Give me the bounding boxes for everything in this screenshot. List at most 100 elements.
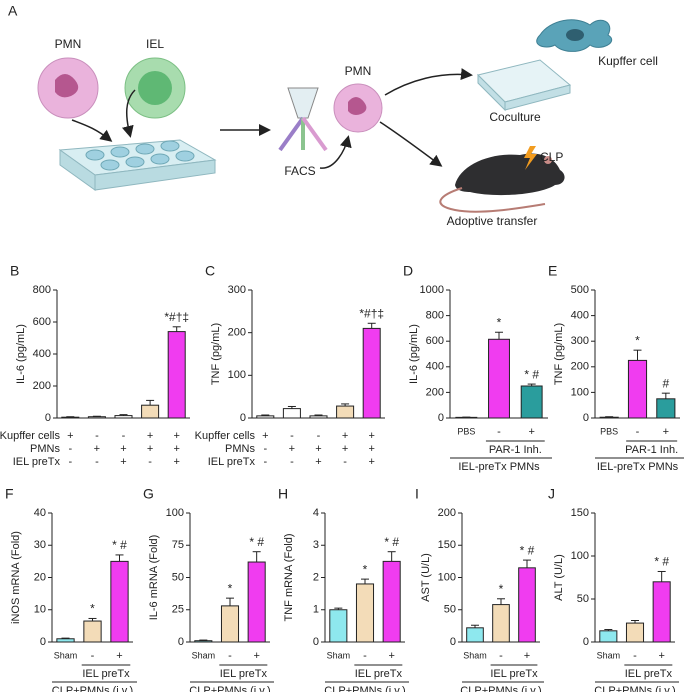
row-label: PMNs bbox=[30, 443, 60, 455]
pmn-nucleus bbox=[55, 74, 79, 98]
row-mark: + bbox=[173, 430, 179, 442]
row-mark: + bbox=[315, 443, 321, 455]
panel-letter: C bbox=[205, 263, 215, 279]
arrow bbox=[384, 68, 473, 96]
y-tick-label: 20 bbox=[34, 571, 46, 583]
significance: * # bbox=[524, 367, 539, 381]
mouse-tail bbox=[439, 187, 546, 213]
row-mark: - bbox=[148, 456, 152, 468]
arrow bbox=[121, 89, 136, 138]
significance: * bbox=[497, 315, 502, 329]
label: PMN bbox=[55, 37, 82, 51]
bar bbox=[61, 416, 80, 419]
facs-stream bbox=[278, 116, 305, 152]
x-tick-label: + bbox=[388, 650, 394, 662]
significance: * # bbox=[520, 543, 535, 557]
iel-nucleus bbox=[138, 71, 172, 105]
x-tick-label: - bbox=[228, 650, 232, 662]
y-axis-label: TNF mRNA (Fold) bbox=[283, 534, 295, 622]
row-label: IEL preTx bbox=[13, 456, 61, 468]
y-tick-label: 50 bbox=[172, 571, 184, 583]
row-mark: + bbox=[173, 456, 179, 468]
bar bbox=[625, 622, 645, 643]
wells bbox=[85, 140, 195, 171]
y-tick-label: 1000 bbox=[420, 284, 444, 296]
y-tick-label: 0 bbox=[178, 636, 184, 648]
y-tick-label: 0 bbox=[45, 412, 51, 424]
row-mark: - bbox=[263, 456, 267, 468]
y-tick-label: 200 bbox=[426, 386, 444, 398]
row-mark: - bbox=[68, 456, 72, 468]
significance: * # bbox=[654, 555, 669, 569]
y-tick-label: 0 bbox=[583, 412, 589, 424]
y-tick-label: 200 bbox=[571, 361, 589, 373]
y-axis-label: AST (U/L) bbox=[420, 553, 432, 602]
y-tick-label: 40 bbox=[34, 507, 46, 519]
x-tick-label: - bbox=[636, 426, 640, 438]
kupffer-nucleus bbox=[566, 29, 584, 41]
row-mark: + bbox=[147, 443, 153, 455]
y-tick-label: 300 bbox=[571, 335, 589, 347]
significance: * bbox=[90, 602, 95, 616]
row-mark: - bbox=[317, 430, 321, 442]
plate-side bbox=[477, 73, 571, 112]
x-tick-label: + bbox=[116, 650, 122, 662]
x-tick-label: + bbox=[528, 426, 534, 438]
x-tick-label: + bbox=[663, 426, 669, 438]
significance: # bbox=[662, 376, 669, 390]
row-mark: + bbox=[173, 443, 179, 455]
y-tick-label: 3 bbox=[313, 539, 319, 551]
y-axis-label: TNF (pg/mL) bbox=[553, 323, 565, 385]
label: CLP bbox=[540, 150, 563, 164]
group-label: IEL preTx bbox=[625, 668, 673, 680]
lightning bbox=[524, 146, 537, 170]
bar bbox=[83, 620, 102, 643]
y-axis-label: ALT (U/L) bbox=[553, 554, 565, 601]
label: FACS bbox=[284, 164, 315, 178]
row-mark: - bbox=[290, 430, 294, 442]
group-label: IEL preTx bbox=[490, 668, 538, 680]
y-tick-label: 0 bbox=[40, 636, 46, 648]
y-tick-label: 100 bbox=[166, 507, 184, 519]
bar bbox=[627, 359, 648, 419]
group-label: IEL preTx bbox=[220, 668, 268, 680]
arrow bbox=[379, 121, 443, 167]
row-label: Kupffer cells bbox=[0, 430, 61, 442]
y-axis-label: IL-6 (pg/mL) bbox=[408, 324, 420, 384]
y-tick-label: 30 bbox=[34, 539, 46, 551]
bar bbox=[110, 560, 129, 643]
x-tick-label: Sham bbox=[192, 650, 216, 660]
pmn-nucleus bbox=[348, 97, 367, 115]
panel-letter: F bbox=[5, 486, 14, 502]
row-mark: - bbox=[95, 456, 99, 468]
bar bbox=[520, 385, 543, 419]
row-mark: - bbox=[263, 443, 267, 455]
x-tick-label: + bbox=[253, 650, 259, 662]
footer-label: CLP+PMNs (i.v.) bbox=[324, 685, 405, 692]
bar bbox=[492, 604, 510, 643]
significance: * bbox=[635, 333, 640, 347]
row-label: Kupffer cells bbox=[195, 430, 256, 442]
x-tick-label: Sham bbox=[463, 650, 487, 660]
footer-label: CLP+PMNs (i.v.) bbox=[189, 685, 270, 692]
y-tick-label: 100 bbox=[228, 369, 246, 381]
y-tick-label: 50 bbox=[444, 604, 456, 616]
bar bbox=[599, 630, 618, 643]
panel-letter: B bbox=[10, 263, 19, 279]
panel-letter: A bbox=[8, 3, 18, 19]
y-axis-label: IL-6 (pg/mL) bbox=[15, 324, 27, 384]
y-tick-label: 100 bbox=[438, 571, 456, 583]
label: PMN bbox=[345, 64, 372, 78]
mouse-ear bbox=[544, 156, 552, 164]
y-tick-label: 0 bbox=[450, 636, 456, 648]
y-tick-label: 100 bbox=[571, 386, 589, 398]
x-tick-label: Sham bbox=[54, 650, 78, 660]
row-mark: - bbox=[122, 430, 126, 442]
y-tick-label: 200 bbox=[228, 327, 246, 339]
facs-device bbox=[287, 87, 319, 119]
x-tick-label: - bbox=[91, 650, 95, 662]
bar bbox=[362, 327, 381, 419]
panel-letter: D bbox=[403, 263, 413, 279]
label: IEL bbox=[146, 37, 164, 51]
bar bbox=[247, 561, 266, 643]
